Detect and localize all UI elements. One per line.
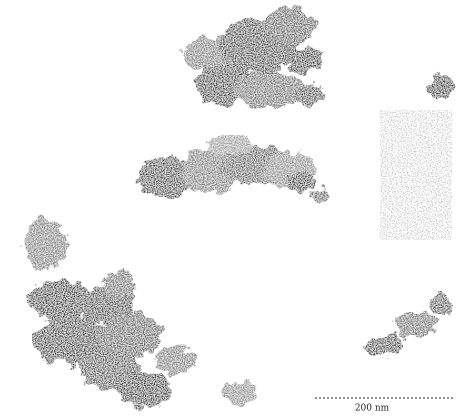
scale-bar-label: 200 nm (355, 404, 390, 414)
faint-region (380, 110, 452, 240)
particle-clusters (23, 7, 454, 408)
scale-bar: 200 nm (315, 397, 455, 414)
